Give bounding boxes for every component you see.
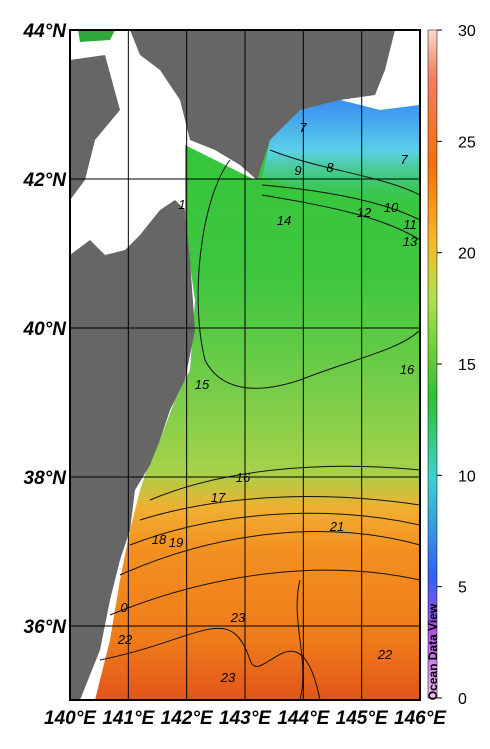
lat-label: 40°N [23, 319, 68, 340]
colorbar-label: 20 [458, 246, 476, 263]
contour-label: 19 [169, 535, 183, 550]
contour-label: 11 [403, 217, 417, 232]
contour-label: 23 [230, 610, 246, 625]
lat-label: 36°N [24, 617, 68, 638]
colorbar-label: 15 [458, 357, 476, 374]
contour-label: 21 [329, 519, 344, 534]
contour-label: 17 [211, 490, 226, 505]
lon-label: 146°E [394, 708, 447, 729]
map-area [70, 30, 420, 700]
lat-label: 38°N [24, 468, 68, 489]
contour-label: 14 [277, 213, 291, 228]
contour-label: 0 [120, 600, 128, 615]
credit: Ocean Data View [426, 603, 440, 700]
contour-label: 18 [152, 532, 167, 547]
contour-label: 8 [326, 160, 334, 175]
lon-label: 145°E [336, 708, 389, 729]
colorbar-label: 5 [458, 580, 467, 597]
contours [99, 149, 420, 700]
contour-label: 22 [377, 647, 393, 662]
contour-label: 9 [294, 163, 301, 178]
contour-label: 10 [384, 200, 399, 215]
lon-label: 141°E [102, 708, 155, 729]
colorbar-label: 10 [458, 468, 476, 485]
contour-label: 16 [236, 470, 251, 485]
lon-label: 143°E [219, 708, 272, 729]
contour-label: 7 [299, 120, 307, 135]
contour-label: 7 [400, 152, 408, 167]
contour-label: 23 [220, 670, 236, 685]
sea-patch [78, 30, 115, 42]
contour-label: 1 [178, 197, 185, 212]
colorbar-label: 25 [458, 134, 476, 151]
lon-label: 142°E [161, 708, 214, 729]
contour-label: 22 [117, 632, 133, 647]
map-frame [69, 29, 421, 701]
colorbar [427, 29, 438, 699]
contour-label: 16 [400, 362, 415, 377]
land [70, 200, 195, 700]
colorbar-label: 0 [458, 691, 467, 708]
lon-label: 140°E [44, 708, 97, 729]
graticule [70, 30, 420, 700]
lat-label: 44°N [23, 21, 68, 42]
contour-label: 13 [403, 234, 418, 249]
lon-label: 144°E [277, 708, 330, 729]
contour-label: 12 [357, 205, 372, 220]
cold-water [262, 100, 420, 215]
land [70, 55, 120, 200]
lat-label: 42°N [23, 170, 68, 191]
sea-field [95, 100, 420, 700]
colorbar-label: 30 [458, 23, 476, 40]
land [130, 30, 395, 180]
contour-label: 15 [195, 377, 210, 392]
